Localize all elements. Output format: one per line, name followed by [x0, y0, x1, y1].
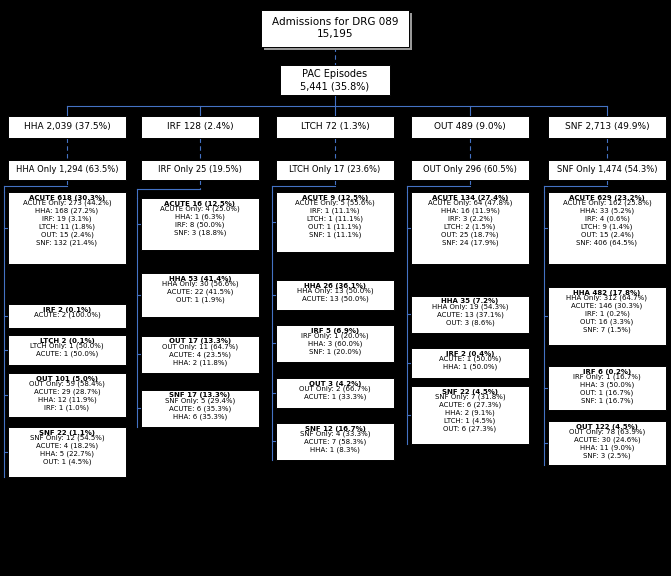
Text: SNF Only: 5 (29.4%)
ACUTE: 6 (35.3%)
HHA: 6 (35.3%): SNF Only: 5 (29.4%) ACUTE: 6 (35.3%) HHA…: [165, 397, 235, 420]
Text: IRF Only: 1 (20.0%)
HHA: 3 (60.0%)
SNF: 1 (20.0%): IRF Only: 1 (20.0%) HHA: 3 (60.0%) SNF: …: [301, 332, 369, 355]
FancyBboxPatch shape: [141, 273, 259, 317]
Text: HHA Only: 30 (56.6%)
ACUTE: 22 (41.5%)
OUT: 1 (1.9%): HHA Only: 30 (56.6%) ACUTE: 22 (41.5%) O…: [162, 281, 238, 303]
FancyBboxPatch shape: [548, 421, 666, 465]
FancyBboxPatch shape: [280, 65, 390, 95]
Text: HHA 482 (17.8%): HHA 482 (17.8%): [574, 290, 641, 296]
Text: HHA 2,039 (37.5%): HHA 2,039 (37.5%): [23, 123, 110, 131]
Text: ACUTE: 1 (50.0%)
HHA: 1 (50.0%): ACUTE: 1 (50.0%) HHA: 1 (50.0%): [439, 356, 501, 370]
Text: ACUTE 9 (12.5%): ACUTE 9 (12.5%): [302, 195, 368, 201]
FancyBboxPatch shape: [548, 192, 666, 264]
Text: SNF 22 (4.5%): SNF 22 (4.5%): [442, 389, 498, 395]
Text: OUT Only: 2 (66.7%)
ACUTE: 1 (33.3%): OUT Only: 2 (66.7%) ACUTE: 1 (33.3%): [299, 386, 371, 400]
FancyBboxPatch shape: [411, 386, 529, 444]
Text: LTCH 72 (1.3%): LTCH 72 (1.3%): [301, 123, 369, 131]
Text: OUT 489 (9.0%): OUT 489 (9.0%): [434, 123, 506, 131]
FancyBboxPatch shape: [276, 423, 394, 460]
FancyBboxPatch shape: [548, 160, 666, 180]
Text: LTCH Only 17 (23.6%): LTCH Only 17 (23.6%): [289, 165, 380, 175]
Text: ACUTE 629 (23.2%): ACUTE 629 (23.2%): [569, 195, 645, 201]
Text: SNF 17 (13.3%): SNF 17 (13.3%): [170, 392, 231, 399]
FancyBboxPatch shape: [548, 116, 666, 138]
Text: HHA 53 (41.4%): HHA 53 (41.4%): [168, 276, 231, 282]
Text: SNF Only 1,474 (54.3%): SNF Only 1,474 (54.3%): [557, 165, 658, 175]
Text: ACUTE Only: 273 (44.2%)
HHA: 168 (27.2%)
IRF: 19 (3.1%)
LTCH: 11 (1.8%)
OUT: 15 : ACUTE Only: 273 (44.2%) HHA: 168 (27.2%)…: [23, 200, 111, 247]
FancyBboxPatch shape: [141, 198, 259, 250]
Text: SNF 12 (16.7%): SNF 12 (16.7%): [305, 426, 366, 431]
FancyBboxPatch shape: [411, 295, 529, 332]
FancyBboxPatch shape: [8, 160, 126, 180]
Text: OUT Only: 78 (63.9%)
ACUTE: 30 (24.6%)
HHA: 11 (9.0%)
SNF: 3 (2.5%): OUT Only: 78 (63.9%) ACUTE: 30 (24.6%) H…: [569, 429, 645, 459]
FancyBboxPatch shape: [141, 389, 259, 426]
Text: ACUTE Only: 5 (55.6%)
IRF: 1 (11.1%)
LTCH: 1 (11.1%)
OUT: 1 (11.1%)
SNF: 1 (11.1: ACUTE Only: 5 (55.6%) IRF: 1 (11.1%) LTC…: [295, 200, 375, 238]
FancyBboxPatch shape: [276, 280, 394, 310]
Text: HHA Only 1,294 (63.5%): HHA Only 1,294 (63.5%): [15, 165, 118, 175]
Text: ACUTE 618 (30.3%): ACUTE 618 (30.3%): [29, 195, 105, 201]
FancyBboxPatch shape: [264, 13, 412, 50]
Text: HHA 26 (36.1%): HHA 26 (36.1%): [304, 283, 366, 289]
Text: OUT 122 (4.5%): OUT 122 (4.5%): [576, 424, 638, 430]
Text: PAC Episodes
5,441 (35.8%): PAC Episodes 5,441 (35.8%): [301, 69, 370, 91]
Text: ACUTE Only: 162 (25.8%)
HHA: 33 (5.2%)
IRF: 4 (0.6%)
LTCH: 9 (1.4%)
OUT: 15 (2.4: ACUTE Only: 162 (25.8%) HHA: 33 (5.2%) I…: [562, 200, 652, 247]
Text: HHA Only: 312 (64.7%)
ACUTE: 146 (30.3%)
IRF: 1 (0.2%)
OUT: 16 (3.3%)
SNF: 7 (1.: HHA Only: 312 (64.7%) ACUTE: 146 (30.3%)…: [566, 295, 648, 334]
Text: IRF 2 (0.1%): IRF 2 (0.1%): [43, 307, 91, 313]
Text: IRF 128 (2.4%): IRF 128 (2.4%): [166, 123, 234, 131]
FancyBboxPatch shape: [411, 192, 529, 264]
FancyBboxPatch shape: [276, 160, 394, 180]
Text: IRF 6 (0.2%): IRF 6 (0.2%): [583, 369, 631, 375]
FancyBboxPatch shape: [8, 427, 126, 477]
Text: SNF 22 (1.1%): SNF 22 (1.1%): [39, 430, 95, 436]
FancyBboxPatch shape: [141, 116, 259, 138]
FancyBboxPatch shape: [141, 160, 259, 180]
Text: SNF Only: 7 (31.8%)
ACUTE: 6 (27.3%)
HHA: 2 (9.1%)
LTCH: 1 (4.5%)
OUT: 6 (27.3%): SNF Only: 7 (31.8%) ACUTE: 6 (27.3%) HHA…: [435, 394, 505, 432]
FancyBboxPatch shape: [548, 287, 666, 345]
Text: LTCH 2 (0.1%): LTCH 2 (0.1%): [40, 338, 95, 344]
FancyBboxPatch shape: [411, 160, 529, 180]
Text: ACUTE Only: 4 (25.0%)
HHA: 1 (6.3%)
IRF: 8 (50.0%)
SNF: 3 (18.8%): ACUTE Only: 4 (25.0%) HHA: 1 (6.3%) IRF:…: [160, 206, 240, 236]
FancyBboxPatch shape: [276, 116, 394, 138]
Text: ACUTE 134 (27.4%): ACUTE 134 (27.4%): [432, 195, 508, 201]
Text: OUT Only: 59 (58.4%)
ACUTE: 29 (28.7%)
HHA: 12 (11.9%)
IRF: 1 (1.0%): OUT Only: 59 (58.4%) ACUTE: 29 (28.7%) H…: [29, 381, 105, 411]
FancyBboxPatch shape: [411, 116, 529, 138]
Text: HHA Only: 19 (54.3%)
ACUTE: 13 (37.1%)
OUT: 3 (8.6%): HHA Only: 19 (54.3%) ACUTE: 13 (37.1%) O…: [431, 303, 508, 326]
FancyBboxPatch shape: [8, 304, 126, 328]
FancyBboxPatch shape: [8, 192, 126, 264]
Text: IRF Only: 1 (16.7%)
HHA: 3 (50.0%)
OUT: 1 (16.7%)
SNF: 1 (16.7%): IRF Only: 1 (16.7%) HHA: 3 (50.0%) OUT: …: [573, 374, 641, 404]
FancyBboxPatch shape: [411, 348, 529, 378]
Text: SNF Only: 4 (33.3%)
ACUTE: 7 (58.3%)
HHA: 1 (8.3%): SNF Only: 4 (33.3%) ACUTE: 7 (58.3%) HHA…: [300, 430, 370, 453]
FancyBboxPatch shape: [8, 116, 126, 138]
FancyBboxPatch shape: [548, 366, 666, 410]
FancyBboxPatch shape: [8, 335, 126, 365]
Text: OUT 3 (4.2%): OUT 3 (4.2%): [309, 381, 361, 387]
Text: HHA 35 (7.2%): HHA 35 (7.2%): [442, 298, 499, 305]
FancyBboxPatch shape: [141, 335, 259, 373]
FancyBboxPatch shape: [261, 9, 409, 47]
Text: SNF 2,713 (49.9%): SNF 2,713 (49.9%): [565, 123, 650, 131]
Text: ACUTE 16 (12.5%): ACUTE 16 (12.5%): [164, 201, 236, 207]
Text: OUT 17 (13.3%): OUT 17 (13.3%): [169, 339, 231, 344]
Text: OUT 101 (5.0%): OUT 101 (5.0%): [36, 376, 98, 382]
Text: IRF Only 25 (19.5%): IRF Only 25 (19.5%): [158, 165, 242, 175]
Text: Admissions for DRG 089
15,195: Admissions for DRG 089 15,195: [272, 17, 399, 39]
FancyBboxPatch shape: [8, 373, 126, 417]
Text: LTCH Only: 1 (50.0%)
ACUTE: 1 (50.0%): LTCH Only: 1 (50.0%) ACUTE: 1 (50.0%): [30, 343, 104, 357]
Text: IRF 2 (0.4%): IRF 2 (0.4%): [446, 351, 494, 357]
FancyBboxPatch shape: [276, 378, 394, 408]
FancyBboxPatch shape: [276, 324, 394, 362]
FancyBboxPatch shape: [276, 192, 394, 252]
Text: HHA Only: 13 (50.0%)
ACUTE: 13 (50.0%): HHA Only: 13 (50.0%) ACUTE: 13 (50.0%): [297, 288, 373, 302]
Text: ACUTE: 2 (100.0%): ACUTE: 2 (100.0%): [34, 312, 101, 319]
Text: OUT Only 296 (60.5%): OUT Only 296 (60.5%): [423, 165, 517, 175]
Text: SNF Only: 12 (54.5%)
ACUTE: 4 (18.2%)
HHA: 5 (22.7%)
OUT: 1 (4.5%): SNF Only: 12 (54.5%) ACUTE: 4 (18.2%) HH…: [30, 435, 104, 465]
Text: OUT Only: 11 (64.7%)
ACUTE: 4 (23.5%)
HHA: 2 (11.8%): OUT Only: 11 (64.7%) ACUTE: 4 (23.5%) HH…: [162, 343, 238, 366]
Text: ACUTE Only: 64 (47.8%)
HHA: 16 (11.9%)
IRF: 3 (2.2%)
LTCH: 2 (1.5%)
OUT: 25 (18.: ACUTE Only: 64 (47.8%) HHA: 16 (11.9%) I…: [428, 200, 512, 247]
Text: IRF 5 (6.9%): IRF 5 (6.9%): [311, 328, 359, 334]
